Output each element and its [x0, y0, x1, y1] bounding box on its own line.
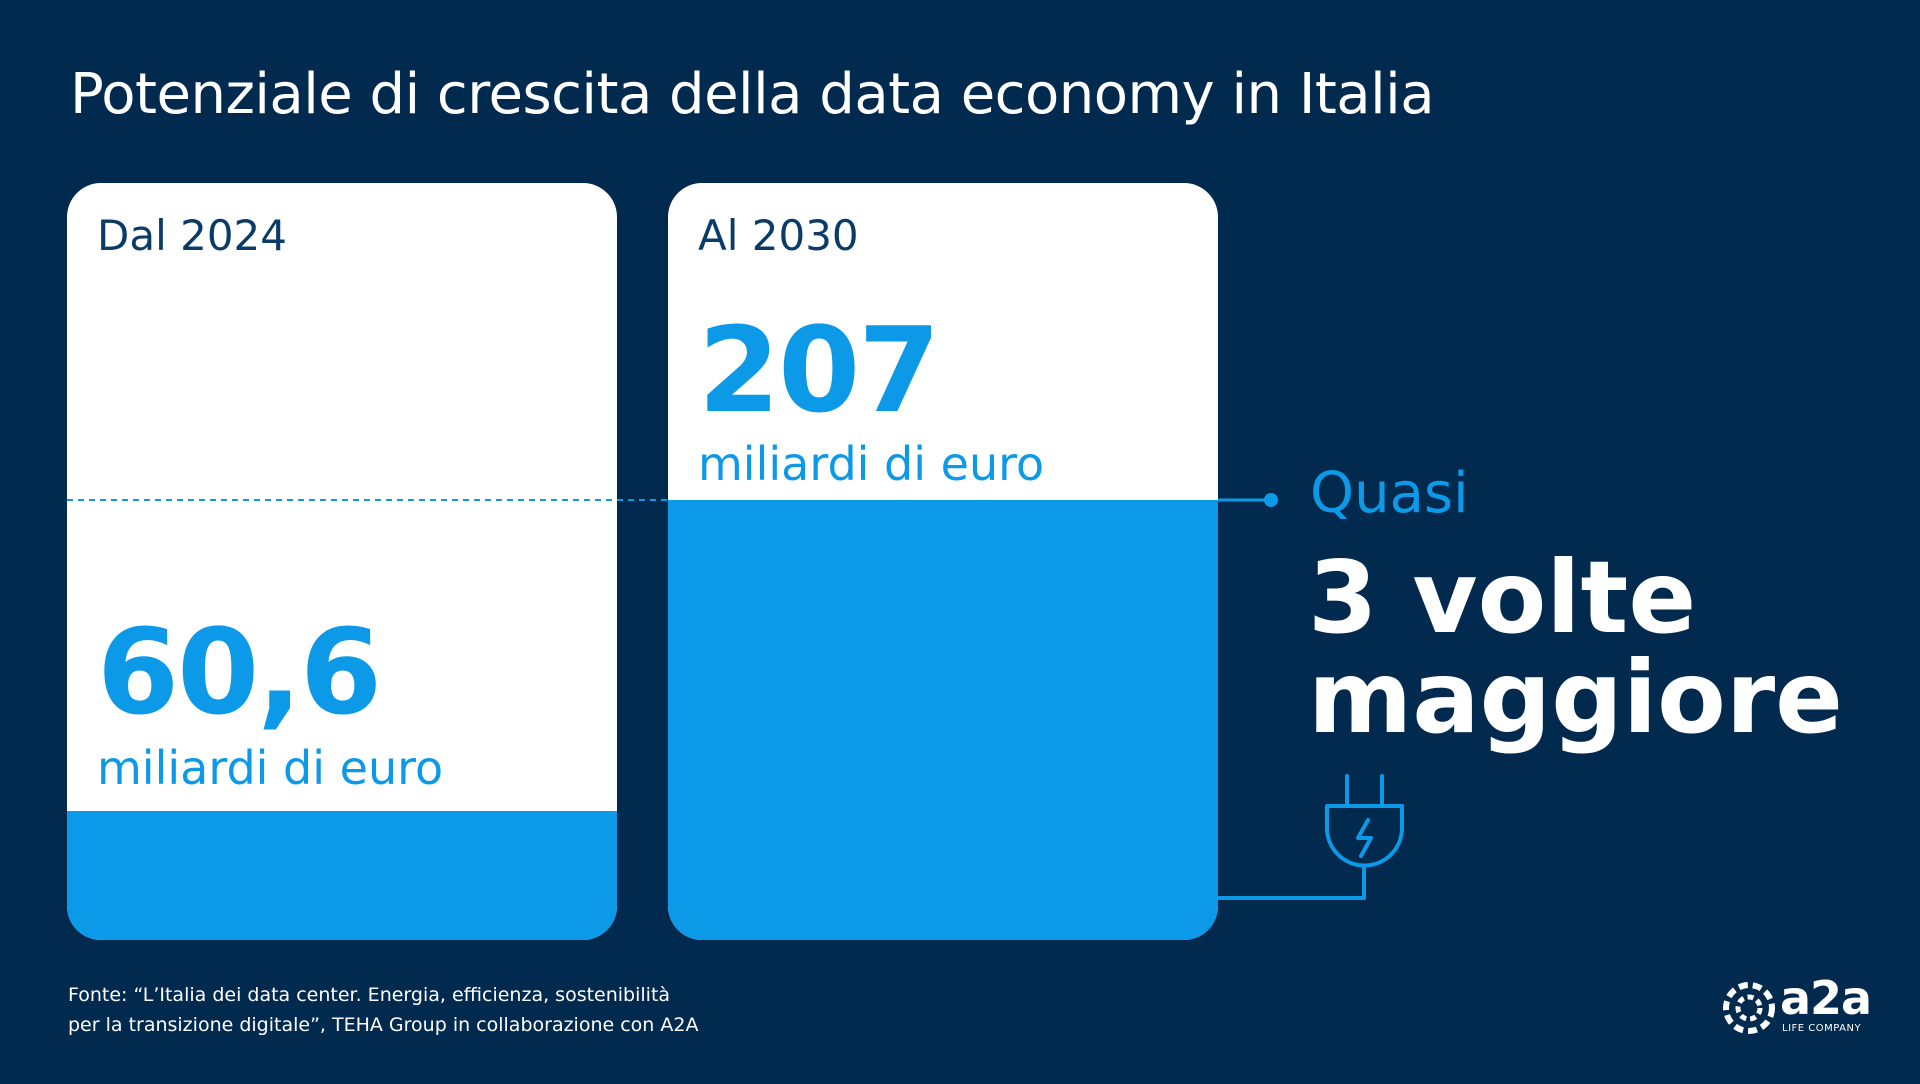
reference-connector-dot [1264, 493, 1278, 507]
logo-wordmark: a2a [1780, 971, 1872, 1025]
value-label-2030: 207 [698, 301, 940, 439]
plug-icon [1216, 774, 1404, 900]
comparison-statement: 3 volte maggiore [1308, 548, 1843, 748]
bar-fill-2024 [67, 811, 617, 940]
logo-tagline: LIFE COMPANY [1782, 1023, 1862, 1034]
category-label-2024: Dal 2024 [97, 211, 287, 260]
unit-label-2030: miliardi di euro [698, 437, 1045, 491]
comparison-line-1: 3 volte [1308, 539, 1697, 656]
a2a-logo-icon [1723, 982, 1775, 1034]
comparison-label: Quasi [1310, 461, 1469, 526]
value-label-2024: 60,6 [97, 603, 382, 741]
bar-card-2024: Dal 2024 60,6 miliardi di euro [67, 183, 617, 940]
bar-card-2030: Al 2030 207 miliardi di euro [668, 183, 1218, 940]
unit-label-2024: miliardi di euro [97, 741, 444, 795]
a2a-logo: a2a LIFE COMPANY [1722, 975, 1872, 1035]
category-label-2030: Al 2030 [698, 211, 859, 260]
comparison-line-2: maggiore [1308, 639, 1843, 756]
source-line-1: Fonte: “L’Italia dei data center. Energi… [68, 984, 671, 1006]
chart-title: Potenziale di crescita della data econom… [70, 62, 1435, 127]
source-line-2: per la transizione digitale”, TEHA Group… [68, 1014, 699, 1036]
source-note: Fonte: “L’Italia dei data center. Energi… [68, 980, 698, 1040]
bar-fill-2030 [668, 500, 1218, 940]
